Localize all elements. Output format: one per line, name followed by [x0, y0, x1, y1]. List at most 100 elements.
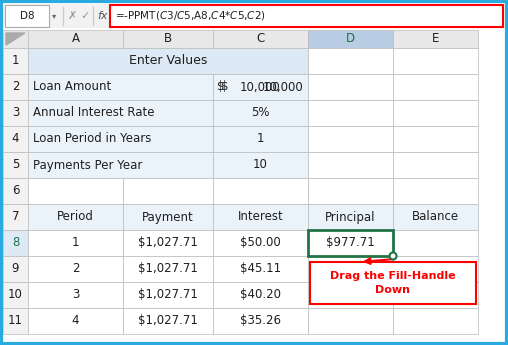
Bar	[28, 178, 123, 204]
Text: $1,027.71: $1,027.71	[138, 237, 198, 249]
Text: Loan Amount: Loan Amount	[33, 80, 111, 93]
Bar	[308, 74, 393, 100]
Bar	[213, 256, 308, 282]
Text: 4: 4	[72, 315, 79, 327]
Bar	[28, 48, 308, 74]
Bar	[123, 308, 213, 334]
Bar	[3, 100, 28, 126]
Text: $: $	[221, 80, 229, 93]
Text: Loan Period in Years: Loan Period in Years	[33, 132, 151, 146]
Text: 10,000: 10,000	[240, 80, 281, 93]
Bar	[3, 282, 28, 308]
Text: =-PPMT($C$3/$C$5,A8,$C$4*$C$5,$C$2): =-PPMT($C$3/$C$5,A8,$C$4*$C$5,$C$2)	[115, 10, 266, 22]
Text: D8: D8	[20, 11, 35, 21]
Bar	[123, 204, 213, 230]
Bar	[28, 256, 123, 282]
Text: 3: 3	[12, 107, 19, 119]
Bar	[393, 100, 478, 126]
Text: 6: 6	[12, 185, 19, 197]
Text: ▾: ▾	[52, 11, 56, 20]
Bar	[28, 230, 123, 256]
Text: ✗: ✗	[68, 11, 77, 21]
Bar	[308, 100, 393, 126]
Bar	[213, 100, 308, 126]
Bar	[308, 48, 393, 74]
Text: Drag the Fill-Handle
Down: Drag the Fill-Handle Down	[330, 271, 456, 295]
Bar	[393, 230, 478, 256]
Bar	[213, 178, 308, 204]
Bar	[3, 178, 28, 204]
Text: 2: 2	[72, 263, 79, 276]
Bar	[393, 152, 478, 178]
Bar	[3, 74, 28, 100]
Bar	[308, 126, 393, 152]
Bar	[123, 178, 213, 204]
Text: 4: 4	[12, 132, 19, 146]
Bar	[213, 74, 308, 100]
Bar	[3, 152, 28, 178]
Text: ✓: ✓	[80, 11, 89, 21]
Bar	[393, 256, 478, 282]
Bar	[3, 230, 28, 256]
Text: $50.00: $50.00	[240, 237, 281, 249]
Text: 3: 3	[72, 288, 79, 302]
Bar	[28, 282, 123, 308]
Bar	[393, 282, 478, 308]
Text: $1,027.71: $1,027.71	[138, 263, 198, 276]
Text: 5%: 5%	[251, 107, 270, 119]
Text: Interest: Interest	[238, 210, 283, 224]
Bar	[28, 308, 123, 334]
Text: Period: Period	[57, 210, 94, 224]
Text: 8: 8	[12, 237, 19, 249]
Bar	[308, 308, 393, 334]
Bar	[213, 282, 308, 308]
Text: Annual Interest Rate: Annual Interest Rate	[33, 107, 154, 119]
Text: 1: 1	[72, 237, 79, 249]
Text: Payments Per Year: Payments Per Year	[33, 158, 142, 171]
Text: $1,027.71: $1,027.71	[138, 315, 198, 327]
Text: A: A	[72, 32, 79, 46]
Bar	[393, 204, 478, 230]
Bar	[3, 4, 505, 28]
Bar	[213, 30, 308, 48]
Bar	[3, 256, 28, 282]
Bar	[28, 126, 213, 152]
Text: C: C	[257, 32, 265, 46]
Text: $1,027.71: $1,027.71	[138, 288, 198, 302]
Bar	[123, 30, 213, 48]
Text: 10: 10	[8, 288, 23, 302]
Text: $45.11: $45.11	[240, 263, 281, 276]
Text: $977.71: $977.71	[326, 237, 375, 249]
Text: 5: 5	[12, 158, 19, 171]
Text: E: E	[432, 32, 439, 46]
Bar	[213, 308, 308, 334]
Bar	[393, 74, 478, 100]
Text: Enter Values: Enter Values	[129, 55, 207, 68]
Text: 2: 2	[12, 80, 19, 93]
Bar	[393, 178, 478, 204]
Bar	[308, 230, 393, 256]
Text: $: $	[217, 80, 224, 93]
Text: $35.26: $35.26	[240, 315, 281, 327]
Bar	[308, 30, 393, 48]
Bar	[213, 74, 308, 100]
Bar	[28, 100, 213, 126]
Text: $40.20: $40.20	[240, 288, 281, 302]
Bar	[308, 152, 393, 178]
Bar	[393, 126, 478, 152]
Bar	[3, 126, 28, 152]
Bar	[5, 5, 49, 27]
Bar	[28, 74, 213, 100]
Bar	[308, 256, 393, 282]
Text: 11: 11	[8, 315, 23, 327]
Bar	[308, 204, 393, 230]
Text: Principal: Principal	[325, 210, 376, 224]
Text: 1: 1	[12, 55, 19, 68]
Text: Balance: Balance	[412, 210, 459, 224]
Bar	[110, 5, 503, 27]
Bar	[3, 308, 28, 334]
Bar	[123, 230, 213, 256]
Text: 1: 1	[257, 132, 264, 146]
Polygon shape	[6, 33, 25, 45]
Bar	[213, 152, 308, 178]
